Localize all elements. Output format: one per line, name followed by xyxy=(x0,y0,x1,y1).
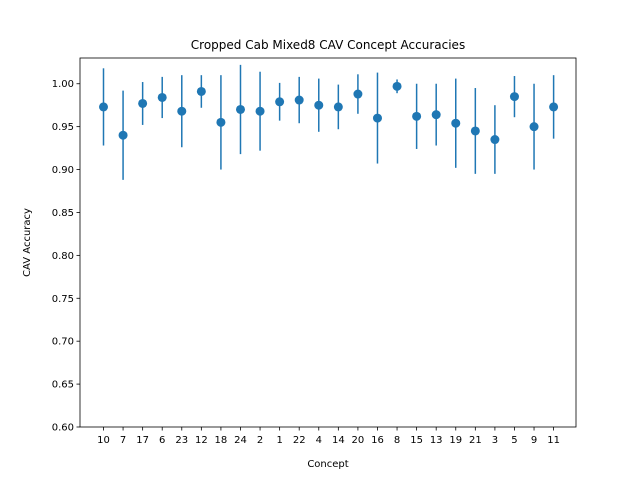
data-point xyxy=(216,117,226,127)
x-tick-label: 23 xyxy=(175,435,188,446)
data-point xyxy=(412,111,422,121)
data-point xyxy=(353,89,363,99)
x-tick-label: 22 xyxy=(293,435,306,446)
y-tick-label: 0.60 xyxy=(52,423,74,434)
x-tick-label: 7 xyxy=(120,435,126,446)
x-tick-label: 8 xyxy=(394,435,400,446)
x-tick-label: 17 xyxy=(136,435,149,446)
data-point xyxy=(118,130,128,140)
y-tick-label: 1.00 xyxy=(52,79,74,90)
x-tick-label: 18 xyxy=(215,435,228,446)
y-tick-label: 0.75 xyxy=(52,294,74,305)
data-point xyxy=(255,106,265,116)
y-tick-label: 0.85 xyxy=(52,208,74,219)
x-tick-label: 15 xyxy=(410,435,423,446)
data-point xyxy=(490,135,500,145)
x-tick-label: 13 xyxy=(430,435,443,446)
x-tick-label: 3 xyxy=(492,435,498,446)
x-tick-label: 19 xyxy=(449,435,462,446)
y-tick-label: 0.95 xyxy=(52,122,74,133)
data-point xyxy=(235,104,245,114)
x-tick-label: 20 xyxy=(352,435,365,446)
data-point xyxy=(470,126,480,136)
data-point xyxy=(431,110,441,120)
chart-title: Cropped Cab Mixed8 CAV Concept Accuracie… xyxy=(191,38,465,52)
data-point xyxy=(275,97,285,107)
data-point xyxy=(549,102,559,112)
y-tick-label: 0.90 xyxy=(52,165,74,176)
data-point xyxy=(99,102,108,112)
plot-frame xyxy=(79,57,577,428)
x-tick-label: 9 xyxy=(531,435,537,446)
data-point xyxy=(509,92,519,102)
x-axis-label: Concept xyxy=(307,459,348,470)
data-point xyxy=(294,95,304,105)
y-tick-label: 0.70 xyxy=(52,337,74,348)
x-tick-label: 2 xyxy=(257,435,263,446)
data-point xyxy=(529,122,539,132)
y-tick-label: 0.80 xyxy=(52,251,74,262)
y-tick-label: 0.65 xyxy=(52,380,74,391)
data-point xyxy=(372,113,382,123)
data-point xyxy=(392,81,402,91)
y-axis-label: CAV Accuracy xyxy=(22,208,33,277)
x-tick-label: 10 xyxy=(97,435,110,446)
data-point xyxy=(138,98,148,108)
x-tick-label: 21 xyxy=(469,435,482,446)
data-point xyxy=(157,92,167,102)
data-point xyxy=(196,86,206,96)
data-point xyxy=(177,106,187,116)
x-tick-label: 16 xyxy=(371,435,384,446)
x-tick-label: 11 xyxy=(547,435,560,446)
data-point xyxy=(333,102,343,112)
x-tick-label: 5 xyxy=(511,435,517,446)
x-tick-label: 24 xyxy=(234,435,247,446)
x-tick-label: 12 xyxy=(195,435,208,446)
x-tick-label: 6 xyxy=(159,435,165,446)
data-marks xyxy=(99,64,559,180)
x-tick-label: 1 xyxy=(276,435,282,446)
data-point xyxy=(314,100,324,110)
x-tick-label: 4 xyxy=(316,435,322,446)
x-tick-label: 14 xyxy=(332,435,345,446)
data-point xyxy=(451,118,461,128)
